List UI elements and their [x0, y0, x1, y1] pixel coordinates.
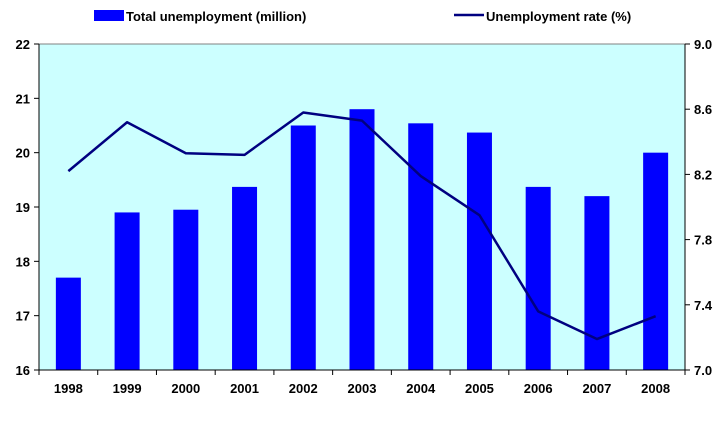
bar-2008: [643, 152, 669, 370]
left-tick-label: 22: [16, 37, 30, 52]
x-tick-label: 2006: [524, 381, 553, 396]
right-axis-ticks: 7.0 7.4 7.8 8.2 8.6 9.0: [685, 37, 713, 378]
x-tick-label: 2000: [171, 381, 200, 396]
left-tick-label: 18: [16, 254, 30, 269]
left-tick-label: 20: [16, 146, 30, 161]
bar-2000: [173, 209, 199, 370]
right-tick-label: 9.0: [694, 37, 712, 52]
legend-label-line: Unemployment rate (%): [486, 9, 631, 24]
bar-2001: [232, 186, 258, 370]
x-tick-label: 2002: [289, 381, 318, 396]
bar-2004: [408, 123, 434, 371]
bar-1999: [114, 212, 140, 370]
x-tick-label: 2005: [465, 381, 494, 396]
bar-2005: [466, 132, 492, 370]
left-tick-label: 16: [16, 363, 30, 378]
x-tick-label: 2008: [641, 381, 670, 396]
right-tick-label: 7.4: [694, 298, 713, 313]
bar-1998: [55, 277, 81, 370]
x-tick-label: 1999: [113, 381, 142, 396]
bar-2006: [525, 186, 551, 370]
x-tick-label: 2004: [406, 381, 436, 396]
rate-line: [67, 111, 657, 341]
x-tick-label: 2001: [230, 381, 259, 396]
bar-2007: [584, 196, 610, 370]
left-tick-label: 17: [16, 309, 30, 324]
right-tick-label: 8.6: [694, 102, 712, 117]
x-axis-ticks: 1998 1999 2000 2001 2002 2003 2004 2005 2006 2007…: [38, 370, 686, 396]
left-tick-label: 19: [16, 200, 30, 215]
legend-label-bars: Total unemployment (million): [126, 9, 306, 24]
line-series: [67, 111, 657, 341]
bar-series: [55, 109, 669, 371]
legend: Total unemployment (million) Unemploymen…: [94, 9, 631, 24]
bar-2002: [290, 125, 316, 370]
right-tick-label: 7.8: [694, 233, 712, 248]
x-tick-label: 1998: [54, 381, 83, 396]
right-tick-label: 7.0: [694, 363, 712, 378]
bar-2003: [349, 109, 375, 370]
x-tick-label: 2007: [582, 381, 611, 396]
left-tick-label: 21: [16, 91, 30, 106]
legend-swatch-bars: [94, 10, 124, 21]
right-tick-label: 8.2: [694, 167, 712, 182]
x-tick-label: 2003: [348, 381, 377, 396]
left-axis-ticks: 16 17 18 19 20 21 22: [16, 37, 39, 378]
